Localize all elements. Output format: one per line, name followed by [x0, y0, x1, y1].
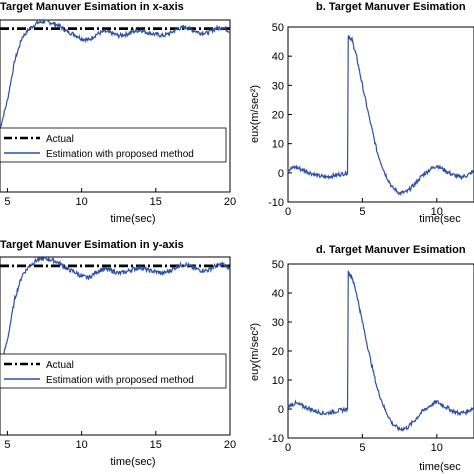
- legend-label-estimation: Estimation with proposed method: [46, 375, 194, 386]
- y-tick-label: 30: [272, 317, 284, 329]
- x-axis-label: time(sec): [110, 456, 155, 468]
- y-tick-label: -10: [268, 197, 284, 209]
- x-tick-label: 5: [4, 196, 10, 208]
- tick-group: 5 10 15 20: [4, 431, 236, 451]
- x-tick-label: 5: [359, 442, 365, 454]
- x-tick-label: 10: [431, 442, 443, 454]
- legend-box: [0, 353, 227, 389]
- x-tick-label: 5: [4, 439, 10, 451]
- legend-box: [0, 127, 227, 163]
- series-group: [287, 270, 474, 433]
- x-tick-label: 5: [359, 206, 365, 218]
- y-tick-label: -10: [268, 433, 284, 445]
- panel-title: d. Target Manuver Esimation: [316, 244, 466, 256]
- series-group: [287, 34, 474, 197]
- y-tick-label: 20: [272, 346, 284, 358]
- y-tick-label: 50: [272, 259, 284, 271]
- y-tick-label: 0: [278, 168, 284, 180]
- tick-group: 5 10 15 20: [4, 188, 236, 208]
- x-tick-label: 20: [224, 196, 236, 208]
- series-line-estimation: [287, 34, 474, 197]
- y-tick-label: 40: [272, 288, 284, 300]
- y-tick-label: 50: [272, 22, 284, 34]
- legend-label-estimation: Estimation with proposed method: [46, 149, 194, 160]
- series-line-estimation: [0, 18, 231, 130]
- x-tick-label: 10: [431, 206, 443, 218]
- x-tick-label: 10: [75, 196, 87, 208]
- legend: Actual Estimation with proposed method: [0, 127, 227, 163]
- plot-frame: [287, 26, 474, 203]
- legend-label-actual: Actual: [46, 134, 74, 145]
- panel-d: d. Target Manuver Esimation 0 5 10-1001020…: [249, 244, 474, 473]
- series-group: [0, 255, 231, 370]
- legend-label-actual: Actual: [46, 360, 74, 371]
- y-tick-label: 0: [278, 404, 284, 416]
- y-tick-label: 10: [272, 375, 284, 387]
- series-line-estimation: [287, 270, 474, 433]
- legend: Actual Estimation with proposed method: [0, 353, 227, 389]
- x-axis-label: time(sec): [110, 213, 155, 225]
- panel-c: Target Manuver Esimation in y-axis 5 10 15…: [0, 239, 236, 468]
- x-tick-label: 15: [150, 439, 162, 451]
- plot-frame: [0, 19, 231, 193]
- panel-b: b. Target Manuver Esimation 0 5 10-1001020…: [249, 1, 474, 225]
- series-group: [0, 18, 231, 130]
- panel-title: Target Manuver Esimation in x-axis: [0, 1, 184, 13]
- x-tick-label: 0: [285, 206, 291, 218]
- panel-title: Target Manuver Esimation in y-axis: [0, 239, 184, 251]
- x-tick-label: 0: [285, 442, 291, 454]
- x-tick-label: 20: [224, 439, 236, 451]
- panel-a: Target Manuver Esimation in x-axis 5 10 15…: [0, 1, 236, 225]
- y-axis-label: eux(m/sec²): [249, 85, 261, 143]
- y-tick-label: 20: [272, 110, 284, 122]
- panel-title: b. Target Manuver Esimation: [316, 1, 466, 13]
- plot-frame: [0, 256, 231, 436]
- x-axis-label: time(sec: [419, 213, 461, 225]
- series-line-estimation: [0, 255, 231, 370]
- y-axis-label: euy(m/sec²): [249, 323, 261, 381]
- x-tick-label: 15: [150, 196, 162, 208]
- x-tick-label: 10: [75, 439, 87, 451]
- x-axis-label: time(sec: [419, 461, 461, 473]
- y-tick-label: 10: [272, 139, 284, 151]
- y-tick-label: 40: [272, 51, 284, 63]
- y-tick-label: 30: [272, 80, 284, 92]
